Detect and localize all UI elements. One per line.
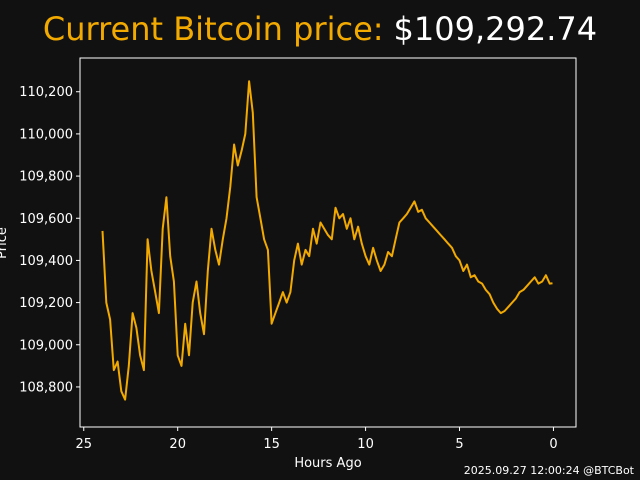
y-tick-label: 109,000 <box>19 338 73 353</box>
x-tick-label: 0 <box>549 437 557 452</box>
y-tick-label: 109,600 <box>19 212 73 227</box>
plot-area-frame <box>79 57 577 428</box>
x-axis-label: Hours Ago <box>294 456 361 471</box>
y-axis-label: Price <box>0 227 10 259</box>
y-tick-label: 109,800 <box>19 170 73 185</box>
x-tick-label: 10 <box>357 437 374 452</box>
timestamp-footer: 2025.09.27 12:00:24 @BTCBot <box>464 464 635 477</box>
x-tick-label: 5 <box>455 437 463 452</box>
y-tick-label: 108,800 <box>19 380 73 395</box>
title-prefix: Current Bitcoin price: <box>43 10 384 48</box>
y-tick-label: 110,200 <box>19 85 73 100</box>
x-tick-label: 20 <box>169 437 186 452</box>
y-tick-label: 109,400 <box>19 254 73 269</box>
x-tick-label: 15 <box>263 437 280 452</box>
chart-title: Current Bitcoin price: $109,292.74 <box>43 10 597 48</box>
y-tick-label: 109,200 <box>19 296 73 311</box>
title-price: $109,292.74 <box>394 10 598 48</box>
y-axis-ticks: 108,800 109,000 109,200 109,400 109,600 109,8… <box>19 85 80 395</box>
x-axis-ticks: 25 20 15 10 5 0 <box>75 427 558 452</box>
y-tick-label: 110,000 <box>19 127 73 142</box>
x-tick-label: 25 <box>75 437 92 452</box>
price-series-line <box>101 80 553 401</box>
